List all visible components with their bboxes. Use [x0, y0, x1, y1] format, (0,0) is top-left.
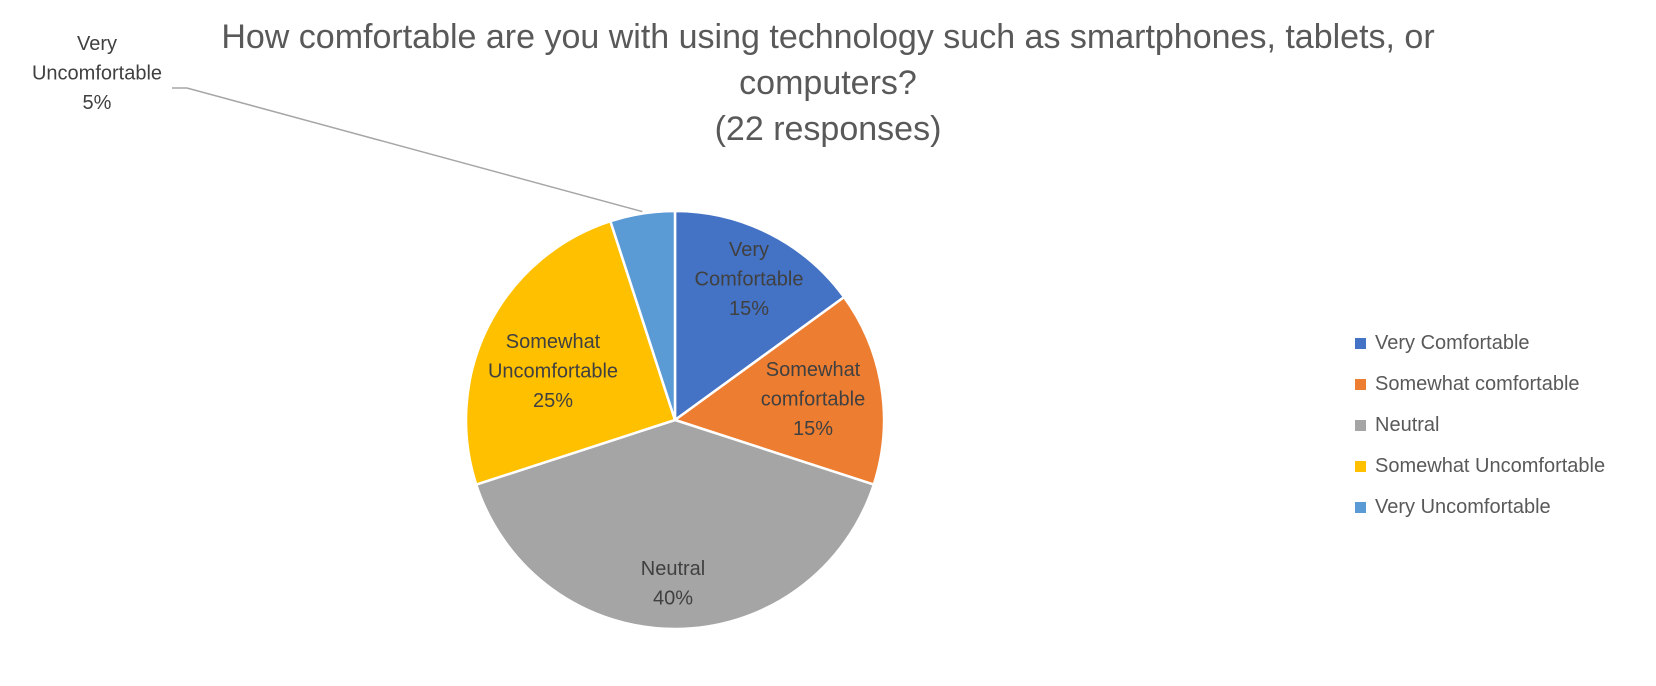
- chart-subtitle: (22 responses): [714, 110, 942, 148]
- pie-slice-very-uncomfortable: [608, 209, 677, 421]
- chart-title: How comfortable are you with using techn…: [0, 14, 1656, 152]
- legend-item-somewhat-uncomfortable: Somewhat Uncomfortable: [1355, 446, 1605, 487]
- legend-label: Very Uncomfortable: [1375, 496, 1551, 518]
- pie-slice-neutral: [474, 418, 876, 631]
- data-label-very-uncomfortable-line-1: Very: [77, 33, 117, 55]
- legend-swatch: [1355, 420, 1366, 431]
- legend-label: Somewhat Uncomfortable: [1375, 455, 1606, 477]
- legend-label: Very Comfortable: [1375, 332, 1530, 354]
- data-label-very-comfortable-line-2: Comfortable: [695, 269, 804, 291]
- chart-title-text: How comfortable are you with using techn…: [221, 18, 1435, 102]
- data-label-somewhat-comfortable-line-1: Somewhat: [766, 359, 861, 381]
- legend-swatch: [1355, 461, 1366, 472]
- data-label-very-uncomfortable-line-3: 5%: [83, 92, 112, 114]
- data-label-somewhat-uncomfortable-line-2: Uncomfortable: [488, 361, 618, 383]
- data-label-somewhat-uncomfortable-line-3: 25%: [533, 390, 573, 412]
- data-label-somewhat-comfortable-line-3: 15%: [793, 418, 833, 440]
- pie-slice-somewhat-uncomfortable: [464, 219, 677, 487]
- data-label-neutral-line-1: Neutral: [641, 558, 705, 580]
- data-label-somewhat-comfortable-line-2: comfortable: [761, 389, 866, 411]
- chart-legend: Very Comfortable Somewhat comfortable Neut…: [1355, 323, 1605, 528]
- data-label-neutral-line-2: 40%: [653, 588, 693, 610]
- legend-swatch: [1355, 379, 1366, 390]
- pie-slice-somewhat-comfortable: [672, 295, 886, 487]
- leader-line-very-uncomfortable: [172, 87, 643, 213]
- pie-slice-very-comfortable: [673, 209, 846, 423]
- legend-item-very-uncomfortable: Very Uncomfortable: [1355, 487, 1605, 528]
- legend-swatch: [1355, 338, 1366, 349]
- data-label-somewhat-uncomfortable-line-1: Somewhat: [506, 331, 601, 353]
- legend-item-neutral: Neutral: [1355, 405, 1605, 446]
- legend-item-very-comfortable: Very Comfortable: [1355, 323, 1605, 364]
- legend-item-somewhat-comfortable: Somewhat comfortable: [1355, 364, 1605, 405]
- legend-label: Somewhat comfortable: [1375, 373, 1580, 395]
- data-label-very-comfortable-line-1: Very: [729, 239, 769, 261]
- legend-label: Neutral: [1375, 414, 1440, 436]
- legend-swatch: [1355, 502, 1366, 513]
- data-label-very-uncomfortable-line-2: Uncomfortable: [32, 63, 162, 85]
- data-label-very-comfortable-line-3: 15%: [729, 298, 769, 320]
